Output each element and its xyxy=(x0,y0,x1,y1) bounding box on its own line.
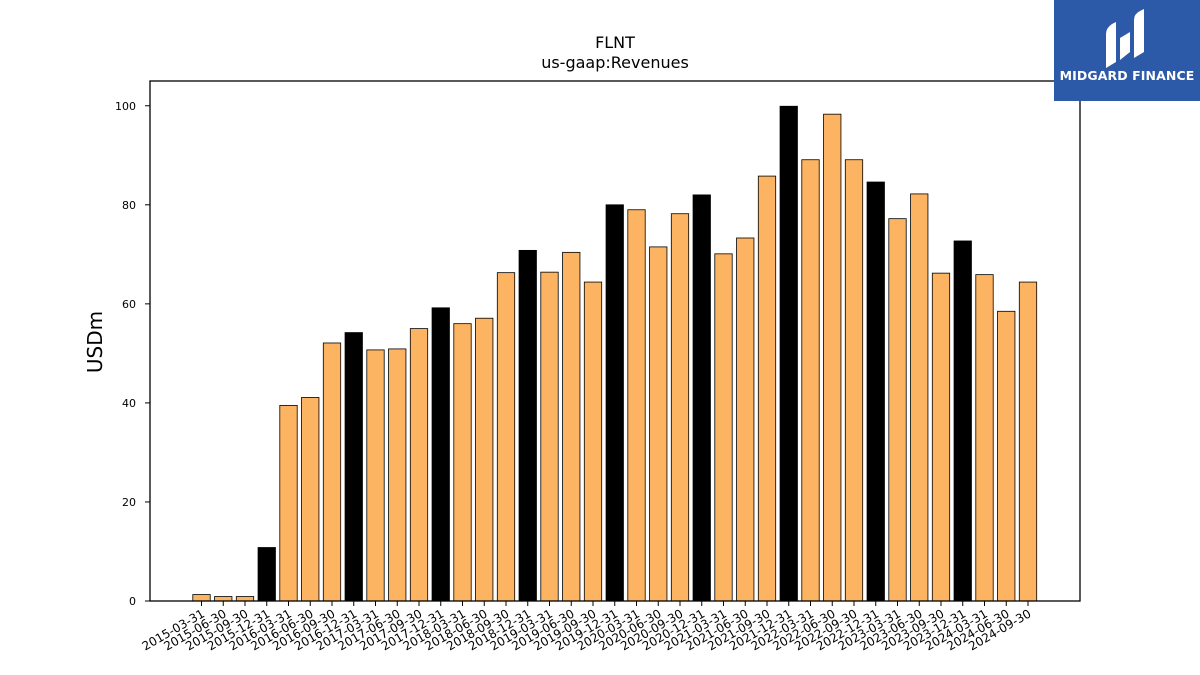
bar-2021-12-31 xyxy=(779,105,798,602)
bar-2015-03-31 xyxy=(192,594,211,602)
midgard-finance-logo: MIDGARD FINANCE xyxy=(1054,0,1200,101)
bar-2024-09-30 xyxy=(1018,281,1038,602)
bar-2022-06-30 xyxy=(823,113,842,602)
bar-2018-06-30 xyxy=(475,317,494,602)
bar-2020-12-31 xyxy=(692,194,711,602)
bar-2017-03-31 xyxy=(366,349,385,602)
bar-2017-12-31 xyxy=(431,307,450,602)
bar-2022-12-31 xyxy=(866,181,885,602)
bar-2021-06-30 xyxy=(736,237,755,602)
bar-2022-09-30 xyxy=(844,159,864,602)
bar-2015-09-30 xyxy=(235,596,255,602)
bar-2018-12-31 xyxy=(518,249,537,602)
bar-2018-09-30 xyxy=(496,272,516,602)
bar-2018-03-31 xyxy=(453,323,472,602)
y-tick-label: 80 xyxy=(122,199,136,212)
bar-2019-03-31 xyxy=(540,271,559,602)
bar-2015-06-30 xyxy=(214,596,233,602)
y-tick-label: 100 xyxy=(115,100,136,113)
bar-2019-06-30 xyxy=(562,251,581,602)
bar-2019-09-30 xyxy=(583,281,603,602)
bar-2024-06-30 xyxy=(997,310,1016,602)
bar-2020-03-31 xyxy=(627,209,646,602)
bar-2022-03-31 xyxy=(801,159,820,602)
plot-frame xyxy=(149,80,1081,602)
bar-2015-12-31 xyxy=(257,547,276,602)
x-axis: 2015-03-312015-06-302015-09-302015-12-31… xyxy=(140,601,1034,653)
bar-2024-03-31 xyxy=(975,274,994,602)
bar-2020-06-30 xyxy=(649,246,668,602)
bar-2023-12-31 xyxy=(953,240,972,602)
bar-2023-09-30 xyxy=(931,272,951,602)
bar-2021-09-30 xyxy=(757,175,777,602)
bar-series xyxy=(192,105,1038,602)
chart-subtitle: us-gaap:Revenues xyxy=(541,53,689,72)
y-axis-label: USDm xyxy=(83,311,107,373)
bar-2021-03-31 xyxy=(714,253,733,602)
bar-2017-09-30 xyxy=(409,328,429,602)
logo-text: MIDGARD FINANCE xyxy=(1059,68,1195,83)
midgard-logo-icon xyxy=(1106,9,1144,68)
y-tick-label: 0 xyxy=(129,595,136,608)
chart-title: FLNT xyxy=(595,33,635,52)
bar-2016-06-30 xyxy=(301,397,320,602)
bar-2016-03-31 xyxy=(279,404,298,602)
bar-2016-12-31 xyxy=(344,332,363,602)
y-tick-label: 60 xyxy=(122,298,136,311)
y-tick-label: 40 xyxy=(122,397,136,410)
bar-2017-06-30 xyxy=(388,348,407,602)
y-tick-label: 20 xyxy=(122,496,136,509)
bar-2023-06-30 xyxy=(910,193,929,602)
y-axis: 0 20 40 60 80 100 xyxy=(115,100,150,608)
bar-2016-09-30 xyxy=(322,342,342,602)
bar-2020-09-30 xyxy=(670,213,690,602)
bar-2023-03-31 xyxy=(888,218,907,602)
bar-2019-12-31 xyxy=(605,204,624,602)
